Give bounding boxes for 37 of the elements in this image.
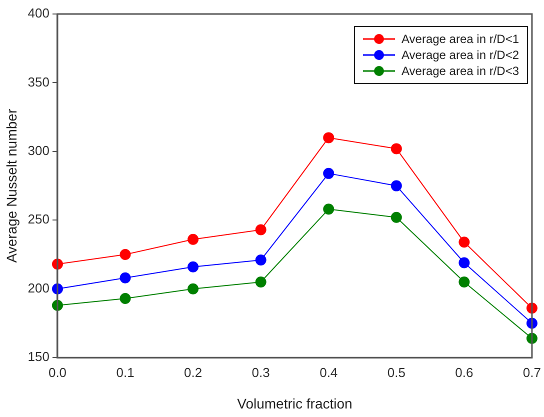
point bbox=[458, 276, 470, 288]
y-tick-label: 350 bbox=[28, 74, 50, 90]
x-axis-title: Volumetric fraction bbox=[237, 395, 352, 412]
x-tick-label: 0.7 bbox=[522, 364, 542, 380]
point bbox=[120, 293, 131, 304]
point bbox=[120, 272, 131, 284]
legend-label: Average area in r/D<2 bbox=[401, 47, 519, 63]
point bbox=[323, 204, 334, 215]
y-tick-label: 200 bbox=[28, 280, 50, 296]
y-tick-label: 400 bbox=[28, 6, 50, 21]
point bbox=[255, 276, 266, 288]
x-tick-label: 0.2 bbox=[184, 364, 202, 380]
point bbox=[390, 212, 402, 223]
x-tick-label: 0.1 bbox=[116, 364, 134, 380]
point bbox=[458, 236, 470, 248]
point bbox=[458, 257, 470, 268]
y-axis-title: Average Nusselt number bbox=[3, 108, 20, 263]
x-tick-label: 0.3 bbox=[252, 364, 270, 380]
y-tick-label: 150 bbox=[28, 349, 50, 364]
legend-label: Average area in r/D<1 bbox=[401, 31, 519, 47]
x-tick-label: 0.6 bbox=[455, 364, 474, 380]
point bbox=[188, 261, 199, 272]
point bbox=[323, 132, 334, 144]
legend-label: Average area in r/D<3 bbox=[401, 63, 519, 79]
point bbox=[255, 254, 266, 266]
x-tick-label: 0.4 bbox=[320, 364, 338, 380]
point bbox=[390, 143, 402, 154]
point bbox=[188, 283, 199, 294]
y-tick-label: 250 bbox=[28, 212, 50, 227]
point bbox=[390, 180, 402, 192]
point bbox=[120, 249, 131, 260]
y-tick-label: 300 bbox=[28, 143, 50, 158]
x-tick-label: 0.0 bbox=[48, 364, 67, 380]
point bbox=[255, 224, 266, 236]
x-tick-label: 0.5 bbox=[387, 364, 406, 380]
point bbox=[188, 234, 199, 245]
point bbox=[323, 168, 334, 179]
